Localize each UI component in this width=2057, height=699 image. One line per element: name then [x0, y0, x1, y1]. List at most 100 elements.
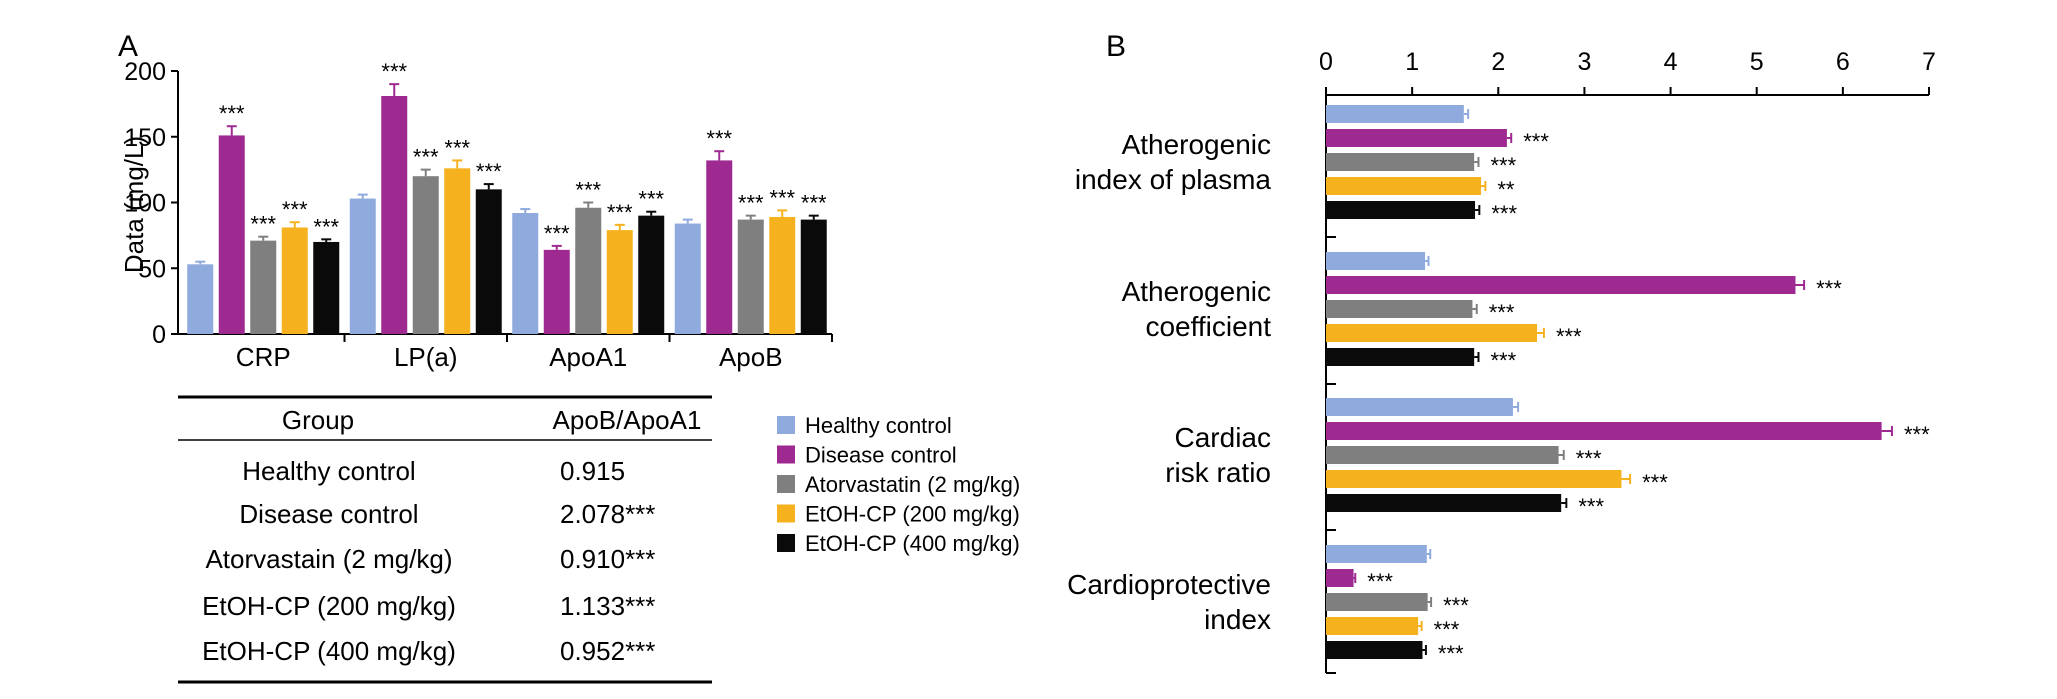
x-tick-label: 0 [1319, 48, 1333, 76]
x-tick-label: ApoB [719, 342, 783, 372]
bar [349, 198, 376, 334]
legend-label: Disease control [805, 443, 957, 468]
significance-label: *** [476, 159, 502, 184]
bar [1326, 153, 1475, 171]
table-row-group: EtOH-CP (200 mg/kg) [202, 591, 456, 621]
significance-label: *** [282, 197, 308, 222]
x-tick-label: LP(a) [394, 342, 458, 372]
significance-label: *** [1489, 300, 1515, 325]
y-category-label: Cardiac [1175, 422, 1271, 453]
bar [800, 219, 827, 334]
x-tick-label: 4 [1664, 48, 1678, 76]
significance-label: *** [413, 145, 439, 170]
legend-swatch [777, 445, 795, 464]
significance-label: *** [1523, 129, 1549, 154]
bar [638, 215, 665, 334]
legend-label: Atorvastatin (2 mg/kg) [805, 472, 1020, 497]
bar [1326, 617, 1419, 635]
x-tick-label: ApoA1 [549, 342, 627, 372]
x-tick-label: 7 [1922, 48, 1936, 76]
bar [281, 227, 308, 334]
table-row-group: EtOH-CP (400 mg/kg) [202, 636, 456, 666]
bar [1326, 276, 1796, 294]
bar [1326, 300, 1473, 318]
bar [1326, 569, 1354, 587]
bar [706, 160, 733, 334]
bar [1326, 105, 1464, 123]
table-row-group: Atorvastain (2 mg/kg) [205, 544, 452, 574]
panel-label-b: B [1106, 30, 1126, 63]
bar [1326, 470, 1622, 488]
bar [1326, 593, 1428, 611]
legend-label: EtOH-CP (400 mg/kg) [805, 531, 1020, 556]
bar [575, 207, 602, 334]
y-axis-label: Data (mg/L) [119, 136, 149, 273]
legend-swatch [777, 475, 795, 493]
table-header-ratio: ApoB/ApoA1 [553, 405, 702, 435]
ratio-table: Group ApoB/ApoA1 Healthy control 0.915 D… [178, 395, 712, 684]
significance-label: *** [1490, 153, 1516, 178]
legend-swatch [777, 534, 795, 552]
significance-label: *** [1490, 348, 1516, 373]
significance-label: *** [381, 59, 407, 84]
significance-label: *** [1904, 422, 1930, 447]
legend-swatch [777, 416, 795, 434]
significance-label: *** [1491, 201, 1517, 226]
table-row-ratio: 0.915 [560, 456, 625, 486]
x-tick-label: 2 [1491, 48, 1505, 76]
y-category-label: coefficient [1145, 311, 1271, 342]
x-tick-label: 3 [1577, 48, 1591, 76]
significance-label: *** [1816, 276, 1842, 301]
bar [313, 241, 340, 334]
significance-label: *** [1367, 569, 1393, 594]
table-row-ratio: 0.910*** [560, 544, 655, 574]
y-tick-label: 50 [138, 255, 166, 283]
significance-label: *** [801, 191, 827, 216]
bar [381, 95, 408, 334]
bar [1326, 348, 1475, 366]
bar [1326, 545, 1427, 563]
significance-label: *** [250, 212, 276, 237]
significance-label: *** [638, 187, 664, 212]
bar [1326, 252, 1426, 270]
bar [1326, 324, 1538, 342]
table-row-ratio: 2.078*** [560, 499, 655, 529]
significance-label: *** [219, 101, 245, 126]
bar [412, 176, 439, 334]
significance-label: *** [706, 126, 732, 151]
bar [475, 189, 502, 334]
bar [1326, 177, 1482, 195]
x-tick-label: 1 [1405, 48, 1419, 76]
y-category-label: index [1204, 604, 1271, 635]
y-tick-label: 100 [124, 190, 166, 218]
x-tick-label: 5 [1750, 48, 1764, 76]
significance-label: *** [444, 135, 470, 160]
significance-label: *** [1438, 641, 1464, 666]
bar [218, 135, 245, 334]
y-category-label: Atherogenic [1122, 129, 1271, 160]
bar [1326, 398, 1513, 416]
y-category-label: Cardioprotective [1067, 569, 1271, 600]
bar [606, 230, 633, 334]
bar [543, 249, 570, 334]
bar [1326, 641, 1423, 659]
significance-label: *** [1642, 470, 1668, 495]
bar [1326, 129, 1507, 147]
significance-label: *** [1443, 593, 1469, 618]
panel-label-a: A [118, 30, 138, 63]
table-header-group: Group [282, 405, 354, 435]
significance-label: *** [1556, 324, 1582, 349]
legend-label: Healthy control [805, 413, 952, 438]
significance-label: ** [1497, 177, 1515, 202]
bar [674, 223, 701, 334]
table-row-ratio: 0.952*** [560, 636, 655, 666]
legend-swatch [777, 504, 795, 523]
significance-label: *** [1578, 494, 1604, 519]
table-row-ratio: 1.133*** [560, 591, 655, 621]
significance-label: *** [607, 200, 633, 225]
x-tick-label: 6 [1836, 48, 1850, 76]
bar [444, 168, 471, 334]
significance-label: *** [544, 221, 570, 246]
